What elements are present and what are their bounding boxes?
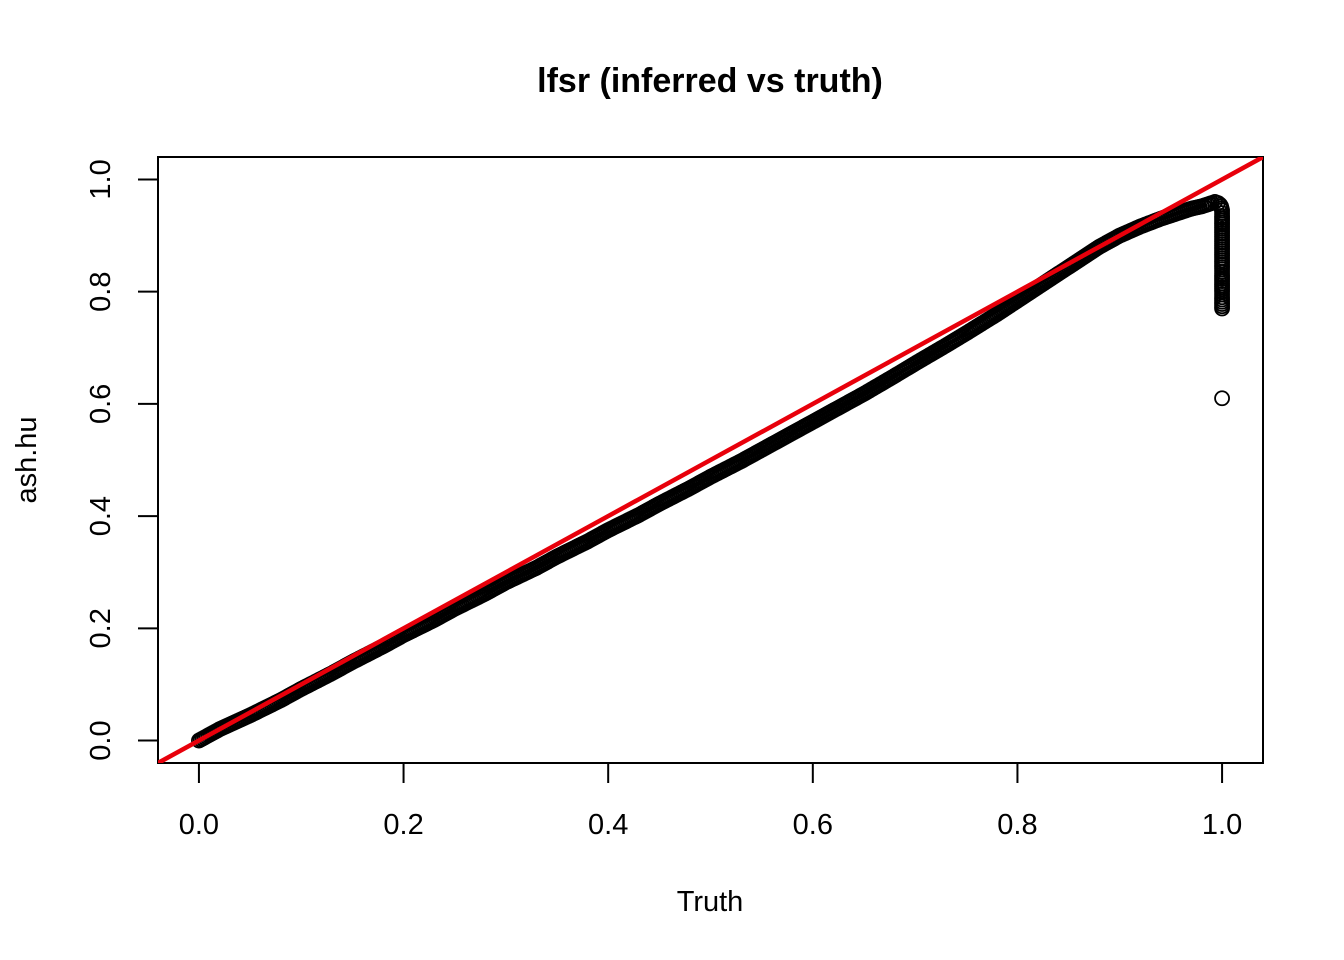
data-point <box>1214 247 1230 264</box>
x-tick-label: 0.6 <box>793 809 833 841</box>
y-tick-label: 1.0 <box>85 159 117 199</box>
reference-line <box>158 157 1263 763</box>
y-tick-label: 0.4 <box>85 496 117 536</box>
reference-line-group <box>158 157 1263 763</box>
x-tick-label: 0.0 <box>179 809 219 841</box>
chart-title: lfsr (inferred vs truth) <box>537 62 883 100</box>
y-axis: 0.0 0.2 0.4 0.6 0.8 1.0 <box>85 159 159 761</box>
x-tick-label: 0.4 <box>588 809 628 841</box>
data-point <box>1214 225 1230 242</box>
y-tick-label: 0.8 <box>85 272 117 312</box>
y-tick-label: 0.6 <box>85 384 117 424</box>
data-point <box>1214 390 1230 407</box>
scatter-points <box>191 193 1230 749</box>
data-point <box>1214 286 1230 303</box>
y-tick-label: 0.0 <box>85 720 117 760</box>
y-axis-title: ash.hu <box>11 416 43 503</box>
x-tick-label: 0.2 <box>383 809 423 841</box>
x-tick-label: 1.0 <box>1202 809 1242 841</box>
data-point <box>1214 214 1230 231</box>
x-tick-label: 0.8 <box>997 809 1037 841</box>
x-axis: 0.0 0.2 0.4 0.6 0.8 1.0 <box>179 762 1242 841</box>
data-point <box>1214 236 1230 253</box>
y-tick-label: 0.2 <box>85 608 117 648</box>
data-point <box>1214 298 1230 315</box>
x-axis-title: Truth <box>677 886 744 918</box>
